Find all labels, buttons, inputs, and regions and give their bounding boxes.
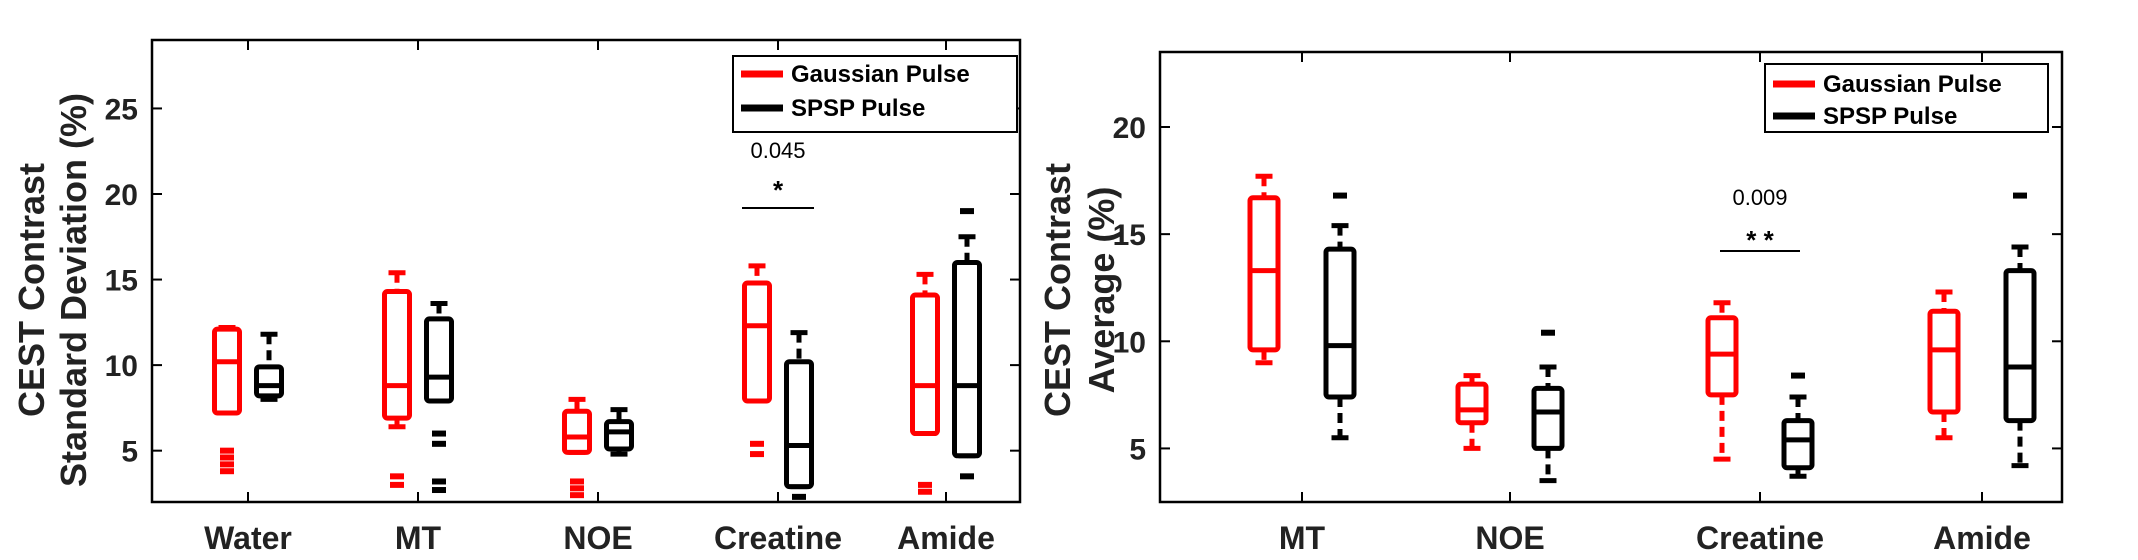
y-tick-label: 15 [1113, 219, 1146, 252]
x-category-label: Water [204, 520, 292, 556]
box [604, 419, 634, 452]
y-axis-label: Standard Deviation (%) [53, 93, 94, 487]
legend-box [732, 55, 1018, 133]
y-tick-label: 10 [1113, 326, 1146, 359]
box-gaussian-pulse-mt [1247, 173, 1281, 366]
y-tick-label: 20 [1113, 112, 1146, 145]
significance-annotation: 0.045 * [742, 138, 814, 209]
box-spsp-pulse-amide [952, 208, 982, 480]
x-category-label: MT [395, 520, 442, 556]
y-tick-label: 10 [105, 350, 138, 383]
p-value: 0.045 [750, 138, 805, 163]
box-spsp-pulse-creatine [1781, 372, 1815, 479]
box [784, 359, 814, 490]
legend: Gaussian Pulse SPSP Pulse [732, 55, 1018, 133]
box-gaussian-pulse-water [212, 324, 242, 475]
x-category-label: Creatine [714, 520, 842, 556]
legend-box [1764, 63, 2049, 133]
box [952, 259, 982, 459]
box-spsp-pulse-amide [2003, 192, 2037, 469]
box [1323, 246, 1357, 400]
x-category-label: Creatine [1696, 520, 1824, 556]
box-spsp-pulse-mt [1323, 192, 1357, 441]
x-category-label: MT [1279, 520, 1326, 556]
y-tick-label: 20 [105, 179, 138, 212]
box-gaussian-pulse-amide [1927, 289, 1961, 441]
box-spsp-pulse-creatine [784, 330, 814, 500]
box [382, 289, 412, 421]
box [1781, 418, 1815, 471]
box [212, 326, 242, 416]
significance-stars: * [773, 175, 784, 205]
box-gaussian-pulse-creatine [742, 263, 772, 458]
legend-label: Gaussian Pulse [1823, 71, 2002, 98]
box [910, 292, 940, 437]
plot-area [1158, 50, 2064, 504]
box [2003, 268, 2037, 424]
box-spsp-pulse-mt [424, 301, 454, 494]
chart-1: 5 10 15 20 25 Water MT NOE Creatine Amide CEST Con… [11, 38, 1022, 556]
box [742, 280, 772, 404]
box-gaussian-pulse-creatine [1705, 300, 1739, 462]
x-category-label: Amide [1933, 520, 2031, 556]
box [254, 364, 284, 399]
x-category-label: Amide [897, 520, 995, 556]
box [562, 408, 592, 455]
box-spsp-pulse-noe [1531, 329, 1565, 484]
y-axis-label: CEST Contrast [1037, 163, 1078, 417]
x-category-label: NOE [1475, 520, 1544, 556]
significance-annotation: 0.009* * [1720, 185, 1800, 255]
box-gaussian-pulse-noe [1455, 373, 1489, 451]
legend-label: SPSP Pulse [791, 95, 925, 122]
box-spsp-pulse-water [254, 331, 284, 402]
box [424, 316, 454, 404]
y-axis-label: Average (%) [1081, 187, 1122, 394]
p-value: 0.009 [1732, 185, 1787, 210]
box-gaussian-pulse-amide [910, 271, 940, 495]
legend: Gaussian Pulse SPSP Pulse [1764, 63, 2049, 133]
box-gaussian-pulse-noe [562, 396, 592, 499]
box [1927, 308, 1961, 415]
legend-label: SPSP Pulse [1823, 103, 1957, 130]
chart-2: 5 10 15 20 MT NOE Creatine Amide CEST Contrast Av… [1037, 50, 2064, 556]
legend-label: Gaussian Pulse [791, 61, 970, 88]
y-axis-label: CEST Contrast [11, 163, 52, 417]
box-gaussian-pulse-mt [382, 270, 412, 488]
y-tick-label: 25 [105, 93, 138, 126]
box-spsp-pulse-noe [604, 407, 634, 457]
y-tick-label: 5 [121, 436, 138, 469]
y-tick-label: 15 [105, 265, 138, 298]
x-category-label: NOE [563, 520, 632, 556]
plot-area [150, 38, 1022, 504]
box [1247, 195, 1281, 353]
box [1531, 385, 1565, 451]
y-tick-label: 5 [1129, 433, 1146, 466]
box [1455, 381, 1489, 426]
